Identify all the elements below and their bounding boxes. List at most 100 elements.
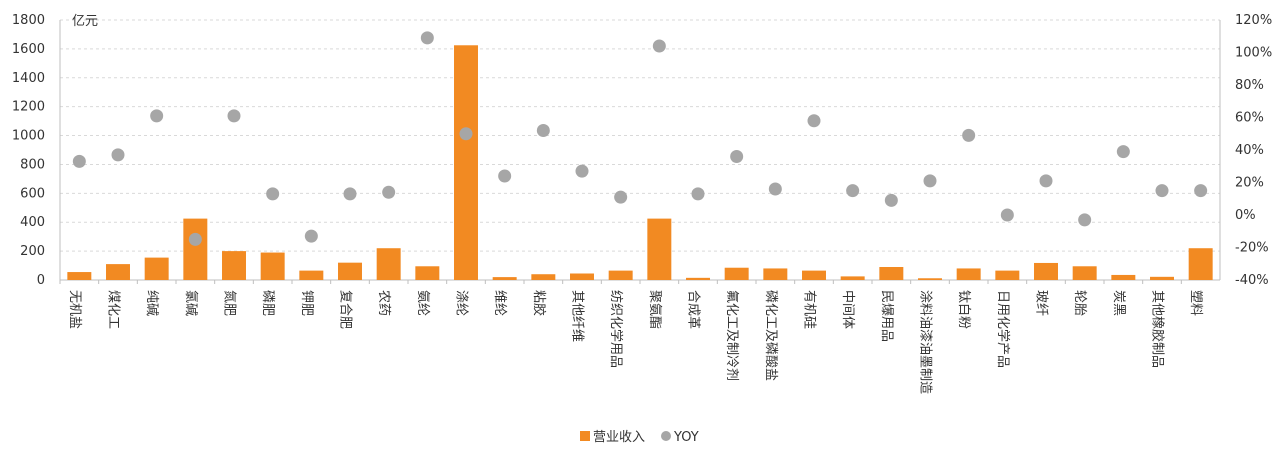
yoy-point-4 xyxy=(227,109,241,123)
bar-15 xyxy=(647,218,672,280)
legend-label-dot: YOY xyxy=(673,430,699,445)
yoy-point-9 xyxy=(420,31,434,45)
x-category-label: 煤化工 xyxy=(106,290,121,329)
yoy-point-13 xyxy=(575,164,589,178)
yoy-point-23 xyxy=(962,128,976,142)
bar-21 xyxy=(879,267,904,280)
bar-17 xyxy=(724,267,749,280)
y-left-tick-label: 800 xyxy=(20,157,45,172)
y-left-tick-label: 600 xyxy=(20,186,45,201)
yoy-point-27 xyxy=(1116,145,1130,159)
yoy-point-14 xyxy=(614,190,628,204)
bar-22 xyxy=(918,278,942,280)
y-left-tick-label: 400 xyxy=(20,215,45,230)
y-right-tick-label: 80% xyxy=(1235,78,1264,93)
x-category-label: 纯碱 xyxy=(144,290,159,316)
bar-4 xyxy=(222,251,246,280)
y-left-tick-label: 1000 xyxy=(12,129,45,144)
bar-7 xyxy=(338,262,362,280)
x-category-label: 氮肥 xyxy=(222,290,237,316)
yoy-point-29 xyxy=(1194,184,1208,198)
bar-8 xyxy=(376,248,401,280)
x-category-label: 氟化工及制冷剂 xyxy=(724,290,739,381)
yoy-point-19 xyxy=(807,114,821,128)
x-category-label: 聚氨酯 xyxy=(647,290,662,329)
yoy-point-24 xyxy=(1000,208,1014,222)
bar-26 xyxy=(1072,266,1097,280)
y-right-tick-label: 0% xyxy=(1235,208,1256,223)
yoy-point-26 xyxy=(1078,213,1092,227)
yoy-point-10 xyxy=(459,127,473,141)
bar-19 xyxy=(802,270,826,280)
bar-27 xyxy=(1111,274,1136,280)
x-category-label: 民爆用品 xyxy=(879,290,894,342)
bar-28 xyxy=(1150,276,1174,280)
x-category-label: 钛白粉 xyxy=(956,290,972,329)
x-category-label: 纺织化学用品 xyxy=(608,290,624,368)
yoy-point-28 xyxy=(1155,184,1169,198)
bar-10 xyxy=(454,45,478,281)
y-right-tick-label: -40% xyxy=(1235,273,1269,288)
yoy-point-0 xyxy=(72,154,86,168)
x-category-label: 磷肥 xyxy=(260,290,275,316)
x-category-label: 塑料 xyxy=(1188,290,1203,316)
yoy-point-11 xyxy=(498,169,512,183)
yoy-point-5 xyxy=(266,187,280,201)
bar-5 xyxy=(260,252,285,280)
y-right-tick-label: -20% xyxy=(1235,241,1269,256)
x-category-label: 轮胎 xyxy=(1072,290,1087,316)
y-right-tick-label: 120% xyxy=(1235,13,1272,28)
yoy-point-20 xyxy=(846,184,860,198)
yoy-point-6 xyxy=(304,229,318,243)
y-right-tick-label: 60% xyxy=(1235,111,1264,126)
y-left-tick-label: 1800 xyxy=(12,13,45,28)
yoy-point-17 xyxy=(730,150,744,163)
x-category-label: 炭黑 xyxy=(1111,290,1126,316)
x-category-label: 粘胶 xyxy=(531,290,547,316)
x-category-label: 无机盐 xyxy=(67,290,82,329)
bar-11 xyxy=(492,277,517,280)
x-category-label: 磷化工及磷酸盐 xyxy=(763,290,778,381)
x-category-label: 氯碱 xyxy=(183,290,198,316)
yoy-point-2 xyxy=(150,109,164,123)
x-category-label: 其他纤维 xyxy=(570,290,585,342)
legend-swatch-bar xyxy=(580,431,590,441)
bar-1 xyxy=(106,264,130,280)
y-left-tick-label: 1200 xyxy=(12,100,45,115)
y-axis-unit: 亿元 xyxy=(72,14,98,29)
bar-12 xyxy=(531,274,556,280)
bar-25 xyxy=(1034,262,1058,280)
x-category-label: 玻纤 xyxy=(1034,290,1049,316)
x-category-label: 复合肥 xyxy=(338,290,353,329)
x-category-label: 氨纶 xyxy=(415,290,430,316)
yoy-point-12 xyxy=(536,124,550,137)
y-right-tick-label: 40% xyxy=(1235,143,1264,158)
yoy-point-25 xyxy=(1039,174,1053,188)
bar-6 xyxy=(299,270,324,280)
bar-13 xyxy=(570,273,594,280)
y-left-tick-label: 0 xyxy=(37,273,45,288)
bar-0 xyxy=(67,272,92,280)
yoy-point-16 xyxy=(691,187,705,201)
bar-16 xyxy=(686,277,710,280)
bar-14 xyxy=(608,270,633,280)
x-category-label: 中间体 xyxy=(840,290,855,329)
yoy-point-8 xyxy=(382,185,396,199)
y-right-tick-label: 20% xyxy=(1235,176,1264,191)
yoy-point-15 xyxy=(652,39,666,53)
x-category-label: 维纶 xyxy=(492,290,507,316)
y-left-tick-label: 1600 xyxy=(12,42,45,57)
bar-9 xyxy=(415,266,440,280)
x-category-label: 农药 xyxy=(376,290,391,316)
x-category-label: 涂料油漆油墨制造 xyxy=(918,290,934,394)
x-category-label: 钾肥 xyxy=(299,290,314,316)
legend-swatch-dot xyxy=(661,431,671,441)
bar-3 xyxy=(183,218,208,280)
yoy-point-3 xyxy=(188,232,202,246)
yoy-point-7 xyxy=(343,187,357,201)
y-left-tick-label: 1400 xyxy=(12,71,45,86)
x-category-label: 有机硅 xyxy=(802,290,817,329)
x-category-label: 涤纶 xyxy=(454,290,469,316)
